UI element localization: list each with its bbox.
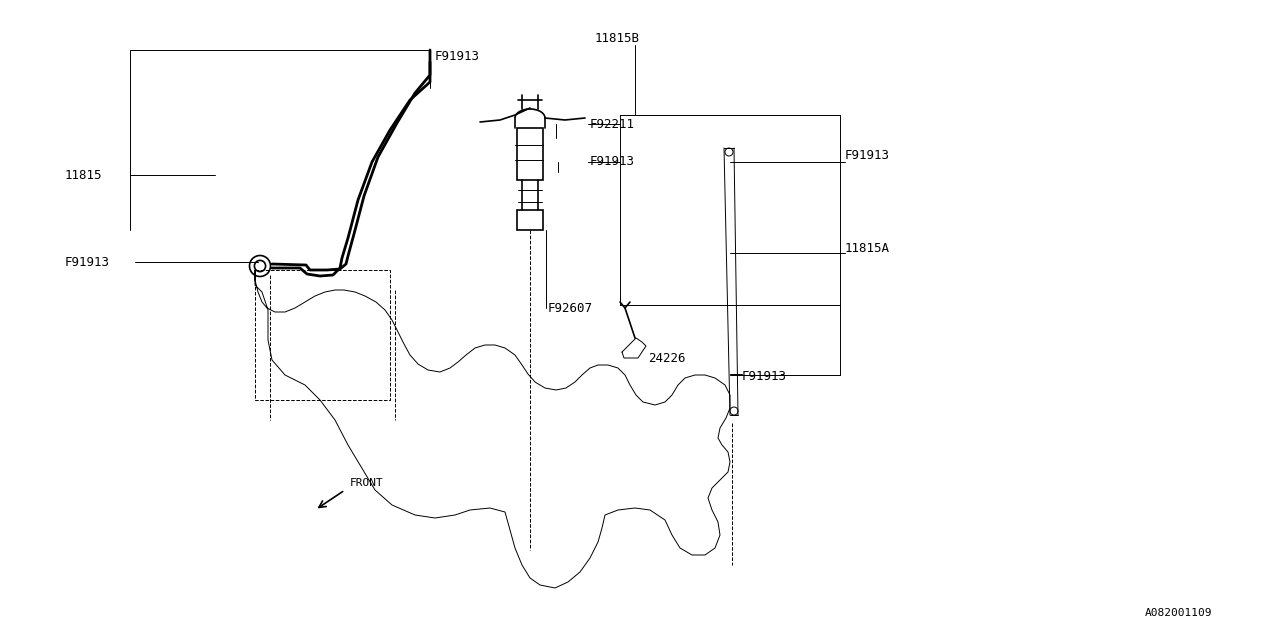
- Text: A082001109: A082001109: [1146, 608, 1212, 618]
- Text: FRONT: FRONT: [349, 478, 384, 488]
- Bar: [517, 128, 543, 180]
- Text: F92607: F92607: [548, 302, 593, 315]
- Text: 11815B: 11815B: [595, 32, 640, 45]
- Text: 11815: 11815: [65, 168, 102, 182]
- Text: 11815A: 11815A: [845, 241, 890, 255]
- Text: 24226: 24226: [648, 352, 686, 365]
- Text: F91913: F91913: [65, 255, 110, 269]
- Text: F91913: F91913: [435, 50, 480, 63]
- Text: F92211: F92211: [590, 118, 635, 131]
- Text: F91913: F91913: [845, 148, 890, 161]
- Text: F91913: F91913: [590, 155, 635, 168]
- Bar: [517, 210, 543, 230]
- Text: F91913: F91913: [742, 370, 787, 383]
